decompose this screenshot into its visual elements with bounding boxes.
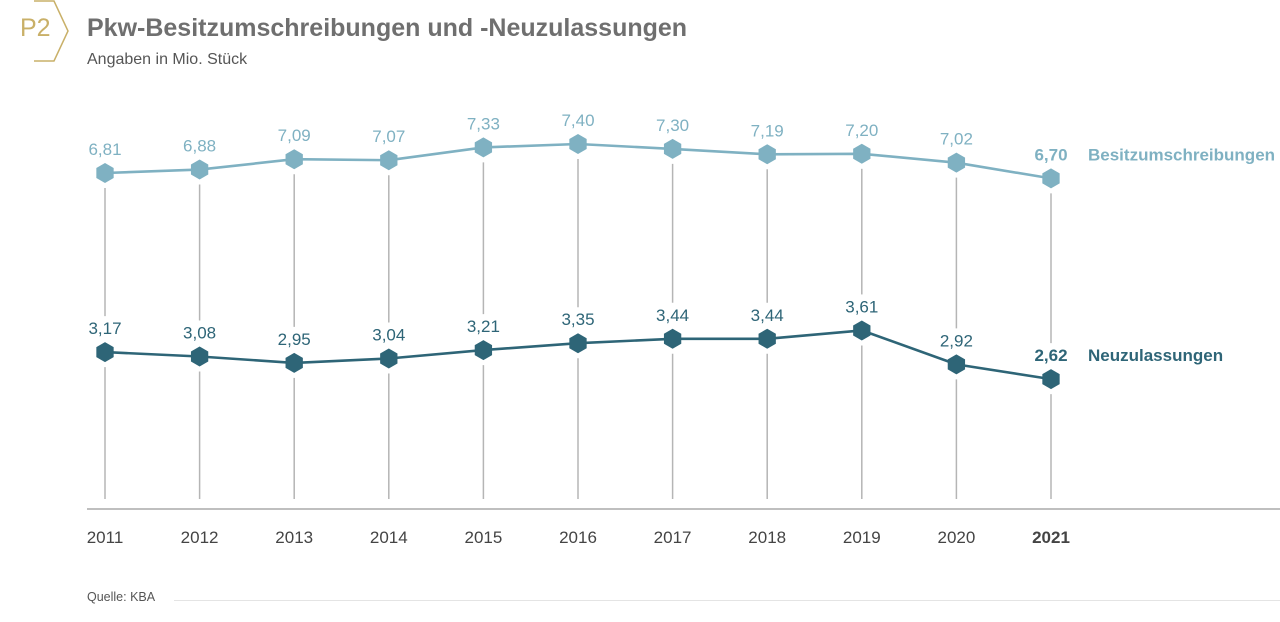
series-neuzulassungen: 3,17 3,08 2,95 3,04 3,21 3,35 3,44 3,44 3,61 2,92… (88, 297, 1223, 390)
data-label-besitzumschreibungen-2011: 6,81 (88, 140, 121, 159)
data-point-neuzulassungen-2015 (474, 340, 493, 361)
data-label-neuzulassungen-2012: 3,08 (183, 324, 216, 343)
data-label-besitzumschreibungen-2020: 7,02 (940, 130, 973, 149)
data-label-besitzumschreibungen-2019: 7,20 (845, 121, 878, 140)
data-point-besitzumschreibungen-2013 (285, 149, 303, 170)
section-badge: P2 (20, 14, 51, 42)
source-divider (174, 600, 1280, 601)
data-point-neuzulassungen-2019 (853, 320, 871, 341)
x-tick-label-2018: 2018 (748, 528, 786, 547)
x-tick-label-2019: 2019 (843, 528, 881, 547)
data-label-neuzulassungen-2021: 2,62 (1034, 346, 1067, 365)
data-point-neuzulassungen-2011 (96, 342, 114, 363)
data-label-neuzulassungen-2011: 3,17 (88, 319, 121, 338)
data-label-besitzumschreibungen-2021: 6,70 (1034, 145, 1067, 164)
data-point-besitzumschreibungen-2012 (190, 159, 209, 180)
data-label-besitzumschreibungen-2017: 7,30 (656, 116, 689, 135)
data-point-neuzulassungen-2014 (380, 348, 398, 369)
x-axis-ticks: 2011 2012 2013 2014 2015 2016 2017 2018 2019 2020… (87, 528, 1070, 547)
data-label-neuzulassungen-2019: 3,61 (845, 297, 878, 316)
data-point-besitzumschreibungen-2017 (663, 138, 682, 159)
x-tick-label-2016: 2016 (559, 528, 597, 547)
data-label-besitzumschreibungen-2016: 7,40 (561, 111, 594, 130)
data-point-besitzumschreibungen-2020 (947, 152, 966, 173)
data-point-neuzulassungen-2012 (190, 346, 209, 367)
data-label-neuzulassungen-2013: 2,95 (278, 330, 311, 349)
data-label-neuzulassungen-2014: 3,04 (372, 325, 405, 344)
data-label-neuzulassungen-2018: 3,44 (751, 306, 784, 325)
source-note: Quelle: KBA (87, 590, 156, 604)
data-point-neuzulassungen-2020 (947, 354, 966, 375)
data-label-besitzumschreibungen-2014: 7,07 (372, 127, 405, 146)
data-label-besitzumschreibungen-2018: 7,19 (751, 121, 784, 140)
data-point-neuzulassungen-2021 (1042, 369, 1060, 390)
data-label-besitzumschreibungen-2015: 7,33 (467, 114, 500, 133)
data-label-neuzulassungen-2020: 2,92 (940, 331, 973, 350)
x-tick-label-2012: 2012 (181, 528, 219, 547)
data-point-neuzulassungen-2017 (663, 328, 682, 349)
x-tick-label-2017: 2017 (654, 528, 692, 547)
data-label-besitzumschreibungen-2013: 7,09 (278, 126, 311, 145)
x-tick-label-2021: 2021 (1032, 528, 1070, 547)
legend-neuzulassungen: Neuzulassungen (1088, 346, 1223, 365)
data-label-neuzulassungen-2017: 3,44 (656, 306, 689, 325)
legend-besitzumschreibungen: Besitzumschreibungen (1088, 145, 1275, 164)
data-point-besitzumschreibungen-2016 (569, 133, 587, 154)
x-tick-label-2015: 2015 (464, 528, 502, 547)
data-point-neuzulassungen-2016 (569, 333, 587, 354)
data-point-besitzumschreibungen-2011 (96, 163, 114, 183)
data-point-besitzumschreibungen-2021 (1042, 168, 1060, 189)
chart-title: Pkw-Besitzumschreibungen und -Neuzulassu… (87, 14, 688, 42)
data-label-neuzulassungen-2016: 3,35 (561, 310, 594, 329)
data-point-besitzumschreibungen-2018 (758, 144, 776, 165)
data-label-besitzumschreibungen-2012: 6,88 (183, 137, 216, 156)
data-point-besitzumschreibungen-2014 (380, 150, 398, 171)
data-point-besitzumschreibungen-2015 (474, 137, 493, 158)
x-tick-label-2014: 2014 (370, 528, 408, 547)
data-point-besitzumschreibungen-2019 (853, 143, 871, 164)
data-label-neuzulassungen-2015: 3,21 (467, 317, 500, 336)
x-tick-label-2011: 2011 (87, 528, 124, 547)
droplines (104, 158, 1052, 499)
data-point-neuzulassungen-2013 (285, 352, 303, 373)
x-tick-label-2013: 2013 (275, 528, 313, 547)
chart-subtitle: Angaben in Mio. Stück (87, 51, 248, 68)
series-layer: 6,81 6,88 7,09 7,07 7,33 7,40 7,30 7,19 7,20 7,02… (88, 111, 1275, 390)
section-badge-chevron-icon (34, 0, 69, 62)
x-tick-label-2020: 2020 (937, 528, 975, 547)
series-besitzumschreibungen: 6,81 6,88 7,09 7,07 7,33 7,40 7,30 7,19 7,20 7,02… (88, 111, 1275, 189)
data-point-neuzulassungen-2018 (758, 328, 776, 349)
